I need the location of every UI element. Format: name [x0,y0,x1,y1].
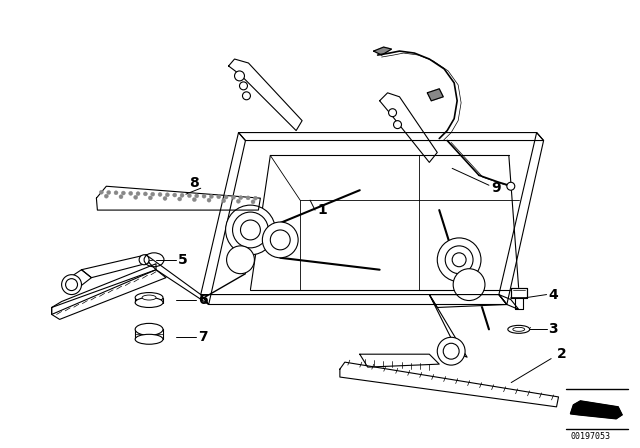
Circle shape [437,337,465,365]
Circle shape [445,246,473,274]
Circle shape [165,193,170,197]
Circle shape [180,194,184,197]
Circle shape [139,255,149,265]
Circle shape [136,192,140,196]
Circle shape [202,194,206,198]
Circle shape [243,92,250,100]
Circle shape [134,195,138,199]
Circle shape [241,220,260,240]
Circle shape [148,196,152,200]
Polygon shape [429,294,507,307]
Text: 9: 9 [491,181,500,195]
Circle shape [234,71,244,81]
Circle shape [437,238,481,282]
Circle shape [217,195,221,199]
Circle shape [119,195,123,199]
Polygon shape [81,255,149,278]
Ellipse shape [135,297,163,307]
Polygon shape [380,93,437,162]
Polygon shape [201,133,246,305]
Polygon shape [429,294,467,357]
Circle shape [225,205,275,255]
Ellipse shape [135,293,163,302]
Circle shape [221,199,226,202]
Polygon shape [360,354,439,367]
Polygon shape [63,270,92,292]
Circle shape [507,182,515,190]
Circle shape [107,190,111,194]
Polygon shape [97,186,260,210]
Text: 2: 2 [557,347,566,361]
Circle shape [173,193,177,197]
Polygon shape [340,362,559,407]
Circle shape [193,198,196,202]
Circle shape [65,279,77,291]
Polygon shape [511,288,527,297]
Circle shape [143,192,147,196]
Ellipse shape [142,295,156,300]
Circle shape [453,269,485,301]
Polygon shape [570,401,622,419]
Polygon shape [146,255,209,305]
Text: 4: 4 [548,288,558,302]
Text: 3: 3 [548,323,558,336]
Circle shape [253,196,257,200]
Text: 5: 5 [178,253,188,267]
Circle shape [239,196,243,199]
Ellipse shape [135,334,163,344]
Circle shape [151,192,155,196]
Circle shape [129,191,132,195]
Polygon shape [52,270,166,319]
Circle shape [239,82,248,90]
Polygon shape [499,294,519,310]
Polygon shape [135,329,163,339]
Circle shape [99,190,103,194]
Circle shape [232,195,236,199]
Circle shape [209,194,213,198]
Circle shape [444,343,459,359]
Polygon shape [428,89,444,101]
Circle shape [195,194,198,198]
Circle shape [61,275,81,294]
Ellipse shape [135,323,163,335]
Circle shape [251,200,255,204]
Circle shape [122,191,125,195]
Polygon shape [52,264,156,314]
Ellipse shape [513,327,525,332]
Circle shape [114,191,118,195]
Polygon shape [499,133,543,305]
Polygon shape [228,59,302,130]
Circle shape [388,109,397,116]
Circle shape [224,195,228,199]
Text: 00197053: 00197053 [570,432,611,441]
Circle shape [188,194,191,198]
Circle shape [452,253,466,267]
Circle shape [178,197,182,201]
Polygon shape [239,133,543,141]
Circle shape [270,230,290,250]
Polygon shape [374,47,392,55]
Circle shape [394,121,401,129]
Text: 7: 7 [198,330,207,345]
Circle shape [158,193,162,197]
Circle shape [232,212,268,248]
Circle shape [227,246,255,274]
Polygon shape [201,294,507,305]
Circle shape [236,199,241,203]
Text: 8: 8 [189,176,198,190]
Circle shape [104,194,108,198]
Circle shape [262,222,298,258]
Ellipse shape [508,325,530,333]
Text: 6: 6 [198,293,207,306]
Circle shape [246,196,250,200]
Text: 1: 1 [317,203,327,217]
Circle shape [207,198,211,202]
Circle shape [163,197,167,200]
